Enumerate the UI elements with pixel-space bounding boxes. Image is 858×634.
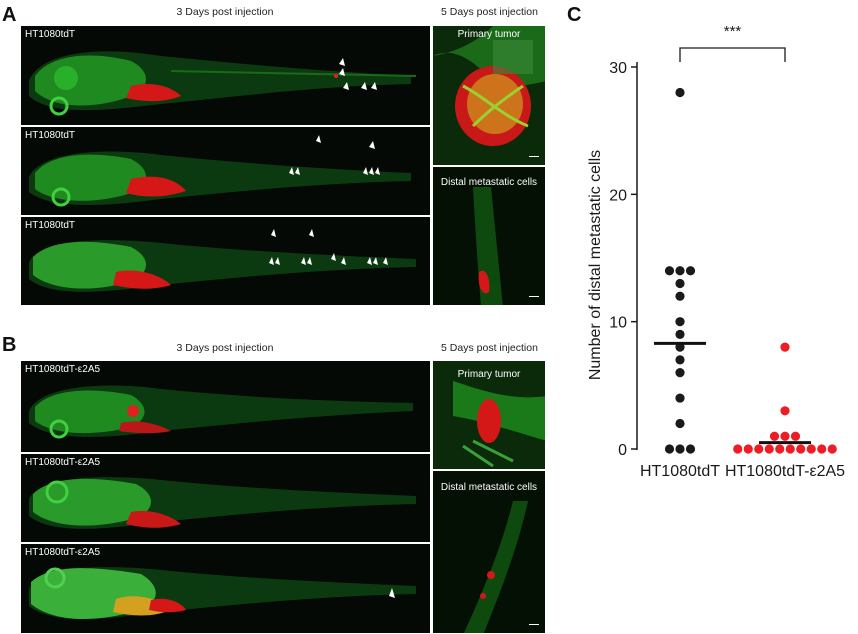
panel-letter-b: B <box>2 334 17 356</box>
data-point <box>775 444 785 454</box>
data-point <box>675 329 685 339</box>
data-point <box>733 444 743 454</box>
primary-tumor-a-drawing <box>433 26 545 165</box>
data-point <box>675 278 685 289</box>
fish-image-a1: HT1080tdT <box>20 25 431 126</box>
data-point <box>675 266 685 276</box>
scale-bar-icon <box>529 156 539 157</box>
panel-a-header-3dpi: 3 Days post injection <box>176 6 274 18</box>
scale-bar-icon <box>529 296 539 297</box>
distal-b-drawing <box>433 471 545 633</box>
data-point <box>675 393 685 403</box>
y-ticks: 0 10 20 30 <box>609 60 637 459</box>
fish-label-b3: HT1080tdT-ε2A5 <box>25 547 101 558</box>
y-tick-label: 10 <box>609 315 627 332</box>
data-point <box>675 87 685 98</box>
data-point <box>743 444 753 454</box>
bracket-line <box>679 47 786 62</box>
fish-image-b3: HT1080tdT-ε2A5 <box>20 543 431 634</box>
data-point <box>780 431 790 441</box>
x-tick-label: HT1080tdT <box>640 463 720 480</box>
distal-label-a: Distal metastatic cells <box>440 177 538 188</box>
mean-lines <box>654 341 811 445</box>
panel-b-header-3dpi: 3 Days post injection <box>176 342 274 354</box>
fish-b1-drawing <box>29 385 413 439</box>
fish-a1-drawing <box>29 51 417 116</box>
data-point <box>780 406 790 416</box>
y-axis-label: Number of distal metastatic cells <box>587 150 604 380</box>
data-point <box>827 444 837 454</box>
y-tick-label: 30 <box>609 60 627 77</box>
distal-label-b: Distal metastatic cells <box>440 482 538 493</box>
x-tick-labels: HT1080tdT HT1080tdT-ε2A5 <box>640 463 845 480</box>
primary-tumor-label-a: Primary tumor <box>457 29 521 40</box>
scale-bar-icon <box>529 624 539 625</box>
primary-tumor-b-drawing <box>433 361 545 469</box>
fish-label-b2: HT1080tdT-ε2A5 <box>25 457 101 468</box>
fish-image-b2: HT1080tdT-ε2A5 <box>20 453 431 543</box>
data-point <box>675 368 685 378</box>
fish-label-a1: HT1080tdT <box>25 29 76 40</box>
data-point <box>785 444 795 454</box>
data-point <box>817 444 827 454</box>
panel-letter-a: A <box>2 4 17 26</box>
data-point <box>780 342 790 352</box>
scatter-chart: Number of distal metastatic cells 0 10 20 3… <box>587 23 845 480</box>
data-point <box>769 431 780 441</box>
data-point <box>664 444 675 454</box>
data-point <box>764 444 774 454</box>
data-point <box>675 291 685 301</box>
y-tick-label: 20 <box>609 187 627 204</box>
primary-tumor-label-b: Primary tumor <box>457 369 521 380</box>
data-point <box>675 342 685 352</box>
fish-label-b1: HT1080tdT-ε2A5 <box>25 364 101 375</box>
panel-letter-c: C <box>567 4 582 26</box>
data-point <box>790 431 801 441</box>
panel-a-header-5dpi: 5 Days post injection <box>441 6 538 18</box>
fish-image-a3: HT1080tdT <box>20 216 431 306</box>
x-tick-label: HT1080tdT-ε2A5 <box>725 463 845 480</box>
fish-label-a2: HT1080tdT <box>25 130 76 141</box>
panel-b-header-5dpi: 5 Days post injection <box>441 342 538 354</box>
data-point <box>685 266 696 276</box>
distal-a-drawing <box>433 167 545 305</box>
fish-image-b1: HT1080tdT-ε2A5 <box>20 360 431 453</box>
data-point <box>754 444 764 454</box>
distal-metastasis-image-a: Distal metastatic cells <box>432 166 546 306</box>
fish-a3-drawing <box>29 229 416 292</box>
primary-tumor-image-a: Primary tumor <box>432 25 546 166</box>
data-point <box>796 444 806 454</box>
data-point <box>806 444 816 454</box>
y-tick-label: 0 <box>618 442 627 459</box>
fish-label-a3: HT1080tdT <box>25 220 76 231</box>
fish-b2-drawing <box>29 477 416 529</box>
fish-b3-drawing <box>29 567 416 620</box>
significance-bracket: *** <box>679 23 786 62</box>
data-points <box>664 87 837 454</box>
data-point <box>675 444 685 454</box>
data-point <box>675 418 685 429</box>
data-point <box>675 355 685 365</box>
data-point <box>675 317 685 327</box>
fish-a2-drawing <box>29 135 411 207</box>
distal-metastasis-image-b: Distal metastatic cells <box>432 470 546 634</box>
data-point <box>685 444 696 454</box>
primary-tumor-image-b: Primary tumor <box>432 360 546 470</box>
fish-image-a2: HT1080tdT <box>20 126 431 216</box>
significance-label: *** <box>724 23 742 40</box>
data-point <box>664 266 675 276</box>
